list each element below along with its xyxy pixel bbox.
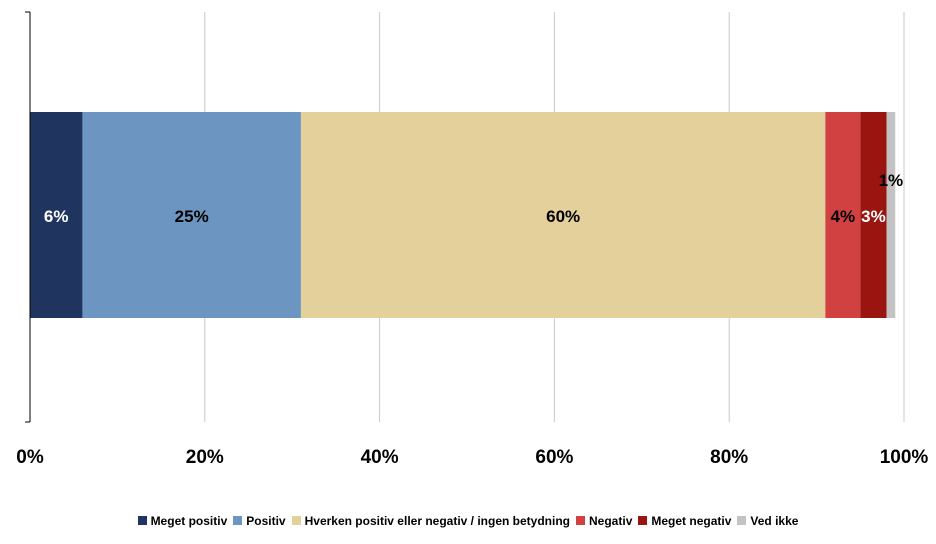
x-tick-label: 40% bbox=[361, 447, 399, 468]
bar-segments bbox=[30, 112, 896, 318]
legend-label: Negativ bbox=[589, 514, 633, 528]
x-tick-label: 60% bbox=[535, 447, 573, 468]
bar-segment bbox=[825, 112, 861, 318]
legend-item: Ved ikke bbox=[737, 514, 798, 528]
legend-swatch bbox=[137, 516, 147, 525]
bar-segment bbox=[82, 112, 301, 318]
axes bbox=[25, 11, 31, 423]
legend-label: Ved ikke bbox=[750, 514, 799, 528]
data-labels: 6% 25% 60% 4% 3% 1% bbox=[44, 171, 903, 226]
data-label: 4% bbox=[831, 207, 856, 226]
data-label: 6% bbox=[44, 207, 69, 226]
x-tick-label: 80% bbox=[710, 447, 748, 468]
legend: Meget positiv Positiv Hverken positiv elle… bbox=[0, 514, 936, 528]
legend-label: Positiv bbox=[246, 514, 286, 528]
legend-swatch bbox=[638, 516, 648, 525]
legend-label: Meget positiv bbox=[150, 514, 228, 528]
data-label: 1% bbox=[879, 171, 904, 190]
legend-item: Meget positiv bbox=[137, 514, 228, 528]
bar-segment bbox=[860, 112, 887, 318]
bar-segment bbox=[30, 112, 83, 318]
data-label: 60% bbox=[546, 207, 580, 226]
x-tick-label: 20% bbox=[186, 447, 224, 468]
legend-item: Meget negativ bbox=[638, 514, 731, 528]
legend-swatch bbox=[233, 516, 243, 525]
legend-item: Negativ bbox=[576, 514, 632, 528]
bar-segment bbox=[300, 112, 826, 318]
bar-segment bbox=[886, 112, 896, 318]
x-tick-labels: 0% 20% 40% 60% 80% 100% bbox=[16, 447, 928, 468]
legend-item: Positiv bbox=[233, 514, 286, 528]
x-tick-label: 0% bbox=[16, 447, 44, 468]
legend-swatch bbox=[737, 516, 747, 525]
legend-label: Meget negativ bbox=[651, 514, 732, 528]
data-label: 25% bbox=[175, 207, 209, 226]
legend-swatch bbox=[291, 516, 301, 525]
data-label: 3% bbox=[861, 207, 886, 226]
legend-swatch bbox=[576, 516, 586, 525]
legend-item: Hverken positiv eller negativ / ingen be… bbox=[291, 514, 571, 528]
legend-label: Hverken positiv eller negativ / ingen be… bbox=[304, 514, 571, 528]
x-tick-label: 100% bbox=[880, 447, 929, 468]
